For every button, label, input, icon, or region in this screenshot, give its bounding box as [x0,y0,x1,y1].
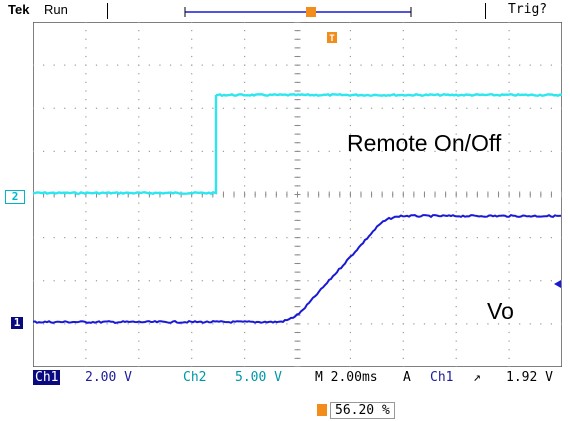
ch1-tag[interactable]: Ch1 [33,370,61,385]
record-length-bar [184,7,412,17]
ch1-scale: 2.00 V [85,370,132,385]
trigger-slope-icon: ↗ [473,370,481,385]
channel-2-waveform [33,92,562,196]
ch2-name[interactable]: Ch2 [183,370,207,385]
trigger-level-arrow-icon [554,280,561,288]
ch2-scale: 5.00 V [235,370,282,385]
channel-1-waveform [33,213,562,324]
acquisition-mode: A [403,370,411,385]
trigger-position-letter: T [329,34,335,44]
trigger-source[interactable]: Ch1 [430,370,454,385]
trigger-position-value: 56.20 % [330,402,395,419]
trigger-icon [317,404,327,416]
top-bar: Tek Run Trig? [0,0,570,20]
trigger-position-icon [327,32,337,43]
waveform-display[interactable]: T [33,22,562,367]
divider [485,3,486,19]
divider [107,3,108,19]
trigger-status: Trig? [508,2,548,17]
status-bar: Ch1 2.00 V Ch2 5.00 V M 2.00ms A Ch1 ↗ 1… [33,369,563,388]
acquisition-status: Run [44,2,68,17]
remote-on-off-label: Remote On/Off [347,130,502,156]
vo-label: Vo [487,298,514,324]
brand-logo: Tek [8,2,30,17]
timebase[interactable]: M 2.00ms [315,370,378,385]
trigger-level: 1.92 V [506,370,553,385]
channel-1-marker[interactable]: 1 [11,317,23,329]
channel-2-marker[interactable]: 2 [5,190,25,204]
